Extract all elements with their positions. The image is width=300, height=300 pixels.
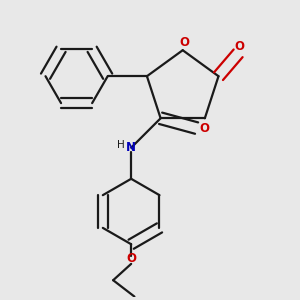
Text: O: O — [179, 35, 189, 49]
Text: O: O — [200, 122, 210, 135]
Text: N: N — [126, 141, 136, 154]
Text: H: H — [117, 140, 124, 150]
Text: O: O — [126, 253, 136, 266]
Text: O: O — [235, 40, 245, 52]
